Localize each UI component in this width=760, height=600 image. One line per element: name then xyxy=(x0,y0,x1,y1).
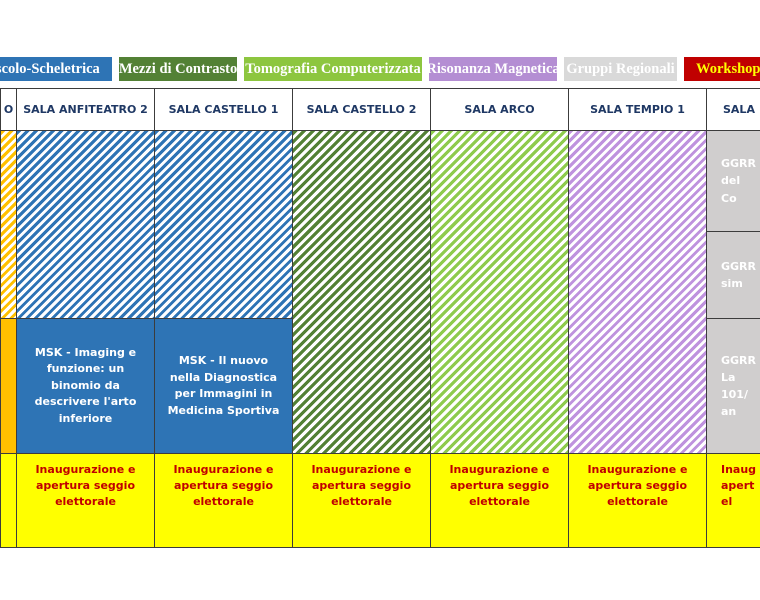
room-header-sala-tempio-1: SALA TEMPIO 1 xyxy=(569,89,707,131)
inaugurazione-cell[interactable]: Inaugurazione e apertura seggio elettora… xyxy=(431,454,569,548)
empty-slot-blue-hatch xyxy=(17,131,155,319)
legend-muscolo-scheletrica[interactable]: Muscolo-Scheletrica xyxy=(0,57,112,81)
session-ggrr-2[interactable]: GGRR sim xyxy=(707,232,760,319)
room-header-sala-arco: SALA ARCO xyxy=(431,89,569,131)
inaugurazione-cell[interactable]: Inaugurazione e apertura seggio elettora… xyxy=(293,454,431,548)
empty-slot-purple-hatch xyxy=(569,131,707,454)
room-header-sala-anfiteatro-2: SALA ANFITEATRO 2 xyxy=(17,89,155,131)
empty-slot-blue-hatch xyxy=(155,131,293,319)
room-header-sala-castello-2: SALA CASTELLO 2 xyxy=(293,89,431,131)
session-ggrr-1[interactable]: GGRR del Co xyxy=(707,131,760,232)
inaugurazione-cell[interactable]: Inaugurazione e apertura seggio elettora… xyxy=(569,454,707,548)
legend-workshop[interactable]: Workshop A xyxy=(684,57,760,81)
room-header-clipped-right: SALA xyxy=(707,89,760,131)
inaugurazione-cell[interactable]: Inaugurazione e apertura seggio elettora… xyxy=(155,454,293,548)
session-msk-castello1[interactable]: MSK - Il nuovo nella Diagnostica per Imm… xyxy=(155,319,293,454)
legend-risonanza-magnetica[interactable]: Risonanza Magnetica xyxy=(426,57,560,81)
room-header-clipped-left: O xyxy=(1,89,17,131)
inaugurazione-cell-clipped-left[interactable] xyxy=(1,454,17,548)
inaugurazione-cell[interactable]: Inaugurazione e apertura seggio elettora… xyxy=(17,454,155,548)
empty-slot-dark-green-hatch xyxy=(293,131,431,454)
category-legend: Muscolo-Scheletrica Mezzi di Contrasto T… xyxy=(0,57,760,81)
schedule-grid: O SALA ANFITEATRO 2 SALA CASTELLO 1 SALA… xyxy=(0,88,760,548)
session-ggrr-3[interactable]: GGRR - La 101/ an xyxy=(707,319,760,454)
session-amber-clipped[interactable] xyxy=(1,319,17,454)
empty-slot-amber-hatch xyxy=(1,131,17,319)
legend-gruppi-regionali[interactable]: Gruppi Regionali xyxy=(564,57,677,81)
room-header-sala-castello-1: SALA CASTELLO 1 xyxy=(155,89,293,131)
inaugurazione-cell-clipped-right[interactable]: Inaug apert el xyxy=(707,454,760,548)
empty-slot-light-green-hatch xyxy=(431,131,569,454)
legend-tomografia-computerizzata[interactable]: Tomografia Computerizzata xyxy=(244,57,422,81)
legend-mezzi-di-contrasto[interactable]: Mezzi di Contrasto xyxy=(119,57,237,81)
session-msk-anfiteatro2[interactable]: MSK - Imaging e funzione: un binomio da … xyxy=(17,319,155,454)
